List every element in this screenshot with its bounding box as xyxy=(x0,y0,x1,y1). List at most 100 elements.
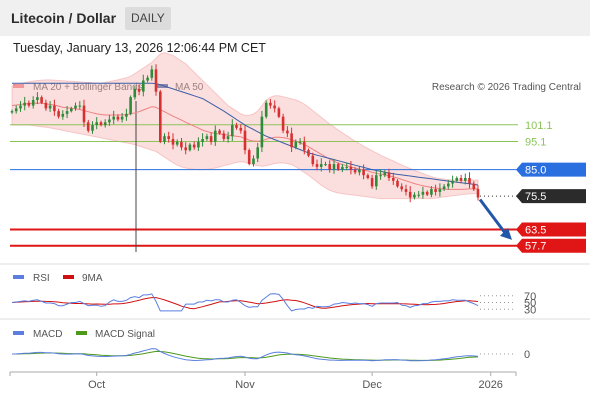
candle-body xyxy=(328,164,331,170)
candle-body xyxy=(430,189,433,195)
candle-body xyxy=(264,102,268,117)
macd-line xyxy=(11,348,479,362)
price-levels-layer xyxy=(10,124,586,247)
macd-signal-legend-label: MACD Signal xyxy=(95,329,155,340)
candle-body xyxy=(36,97,39,100)
candle-body xyxy=(434,189,437,192)
candle-body xyxy=(218,130,221,134)
level-label-resistance: 101.1 xyxy=(525,120,553,132)
level-labels-layer: 101.1 95.1 85.0 75.5 63.5 57.7 xyxy=(516,120,586,253)
level-tag-support xyxy=(516,238,586,253)
candle-body xyxy=(14,108,18,112)
candle-body xyxy=(150,69,154,78)
candle-body xyxy=(370,178,374,187)
candle-body xyxy=(48,105,52,109)
candle-body xyxy=(332,164,336,170)
rsi-level-label: 50 xyxy=(524,298,536,310)
timeframe-button[interactable]: DAILY xyxy=(125,7,171,30)
candle-body xyxy=(175,141,179,145)
candle-body xyxy=(319,164,323,167)
candle-body xyxy=(476,189,480,198)
candle-body xyxy=(286,130,289,134)
candle-body xyxy=(455,178,459,181)
candle-body xyxy=(10,111,14,113)
ma20-legend-label: MA 20 + Bollinger Bands xyxy=(33,82,143,93)
candle-body xyxy=(447,183,450,187)
candle-body xyxy=(53,105,56,112)
macd-level-label: 0 xyxy=(524,349,530,361)
macd-legend-swatch xyxy=(13,331,24,335)
candle-body xyxy=(425,191,429,195)
candle-body xyxy=(379,175,382,177)
candle-body xyxy=(188,144,192,151)
candle-body xyxy=(349,166,353,170)
candle-body xyxy=(112,116,115,120)
x-tick-label: Dec xyxy=(362,379,382,391)
ma50-line xyxy=(12,82,479,186)
candle-body xyxy=(358,169,361,173)
candle-body xyxy=(281,116,285,131)
candle-body xyxy=(464,178,467,181)
candle-body xyxy=(353,169,357,173)
candle-body xyxy=(468,178,471,184)
macd-signal-legend-swatch xyxy=(76,331,87,335)
x-axis-ticks: Oct Nov Dec 2026 xyxy=(9,372,517,391)
candle-body xyxy=(154,69,158,92)
candle-body xyxy=(413,194,416,198)
candle-body xyxy=(146,77,149,81)
projection-arrow-head xyxy=(500,227,512,240)
level-label-support: 63.5 xyxy=(525,225,546,237)
candle-body xyxy=(273,105,276,109)
candle-body xyxy=(451,180,454,184)
candle-body xyxy=(99,122,103,126)
candle-body xyxy=(231,125,234,137)
candle-body xyxy=(290,133,293,148)
rsi-ma-legend-swatch xyxy=(63,275,74,279)
level-tag-last xyxy=(516,189,586,204)
candle-body xyxy=(400,186,403,190)
candle-body xyxy=(375,175,378,187)
candle-body xyxy=(137,88,141,92)
copyright-text: Research © 2026 Trading Central xyxy=(432,82,581,93)
candle-body xyxy=(442,186,446,190)
candle-body xyxy=(256,147,259,159)
candle-body xyxy=(294,141,298,148)
candle-body xyxy=(142,80,145,92)
candle-body xyxy=(472,183,476,190)
candle-body xyxy=(341,166,344,170)
candle-body xyxy=(167,136,170,139)
candle-body xyxy=(120,116,124,120)
projection-arrow-shaft xyxy=(478,198,507,234)
candle-body xyxy=(103,122,107,126)
candle-body xyxy=(116,116,120,120)
candle-body xyxy=(95,122,98,126)
ma50-legend-label: MA 50 xyxy=(175,82,204,93)
candle-body xyxy=(396,180,399,187)
candle-body xyxy=(159,91,162,142)
candle-body xyxy=(197,141,200,148)
projection-arrow-layer xyxy=(478,198,512,240)
x-tick-label: Nov xyxy=(235,379,255,391)
level-label-last: 75.5 xyxy=(525,191,546,203)
candle-body xyxy=(277,108,281,117)
instrument-title: Litecoin / Dollar xyxy=(11,10,117,26)
candle-body xyxy=(247,150,251,164)
candle-body xyxy=(239,127,243,131)
rsi-level-label: 30 xyxy=(524,304,536,316)
candles-layer xyxy=(10,64,480,203)
candle-body xyxy=(133,88,137,98)
candle-body xyxy=(243,130,247,151)
candle-body xyxy=(362,169,365,176)
macd-legend-label: MACD xyxy=(33,329,62,340)
candle-body xyxy=(417,194,420,196)
candle-body xyxy=(192,144,196,148)
level-label-support: 57.7 xyxy=(525,241,546,253)
x-tick-label: Oct xyxy=(88,379,105,391)
candle-body xyxy=(366,175,370,178)
rsi-ma-legend-label: 9MA xyxy=(82,273,103,284)
candle-body xyxy=(392,178,395,181)
candle-body xyxy=(421,191,425,195)
x-tick-label: 2026 xyxy=(478,379,502,391)
